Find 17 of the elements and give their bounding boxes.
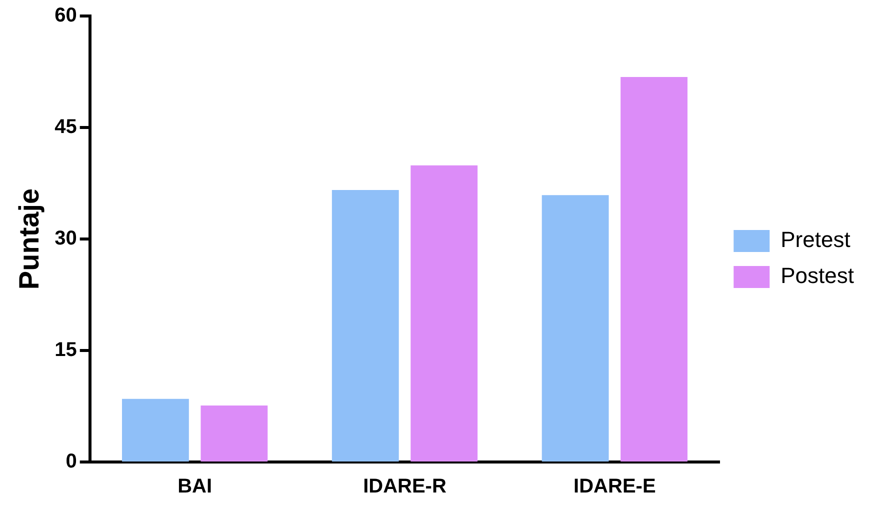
legend-label: Postest <box>780 263 854 288</box>
y-axis-title: Puntaje <box>14 188 45 290</box>
y-tick-label: 15 <box>54 339 77 362</box>
bar <box>332 190 399 462</box>
y-tick-label: 30 <box>54 228 77 250</box>
y-tick-label: 45 <box>54 116 77 138</box>
bar <box>122 398 189 462</box>
x-tick-label: IDARE-E <box>574 476 656 498</box>
x-tick-label: BAI <box>178 476 212 498</box>
bar <box>620 76 688 462</box>
legend-label: Pretest <box>780 227 850 252</box>
y-tick-label: 0 <box>66 450 77 473</box>
bar <box>200 406 268 462</box>
bar <box>410 165 478 462</box>
y-tick-label: 60 <box>54 4 77 27</box>
bar <box>542 195 609 462</box>
x-tick-label: IDARE-R <box>363 476 447 498</box>
